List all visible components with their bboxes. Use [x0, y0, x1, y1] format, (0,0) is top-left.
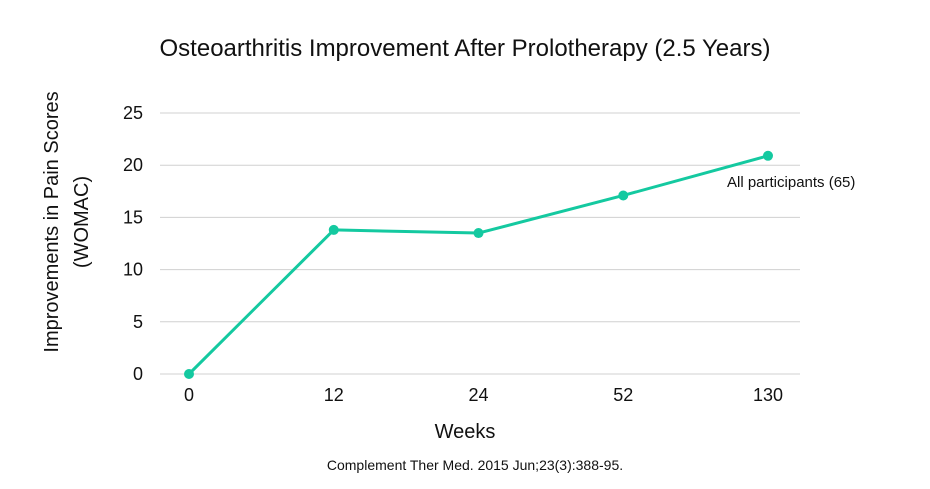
y-tick-label: 0: [133, 364, 143, 384]
series-layer: All participants (65): [184, 150, 855, 379]
chart-title: Osteoarthritis Improvement After Proloth…: [160, 35, 771, 62]
data-point: [473, 228, 484, 239]
y-axis-ticks: 0 5 10 15 20 25: [123, 103, 143, 384]
series-line: [187, 154, 770, 376]
x-tick-label: 130: [753, 385, 783, 405]
x-axis-ticks: 0 12 24 52 130: [184, 385, 783, 405]
y-tick-label: 20: [123, 155, 143, 175]
y-tick-label: 5: [133, 312, 143, 332]
data-point: [618, 190, 629, 201]
y-axis-title-line-1: Improvements in Pain Scores: [41, 91, 63, 352]
data-point: [763, 150, 773, 161]
y-axis-title-line-2: (WOMAC): [71, 176, 93, 268]
gridlines: [160, 112, 800, 375]
data-point: [328, 224, 339, 235]
y-tick-label: 25: [123, 103, 143, 123]
y-axis-title: Improvements in Pain Scores (WOMAC): [41, 91, 93, 352]
series-label: All participants (65): [727, 174, 855, 191]
y-tick-label: 10: [123, 260, 143, 280]
source-citation: Complement Ther Med. 2015 Jun;23(3):388-…: [327, 457, 623, 473]
x-tick-label: 0: [184, 385, 194, 405]
x-tick-label: 52: [613, 385, 633, 405]
y-tick-label: 15: [123, 207, 143, 227]
data-point: [184, 369, 194, 379]
x-tick-label: 24: [468, 385, 488, 405]
x-tick-label: 12: [324, 385, 344, 405]
x-axis-title: Weeks: [435, 421, 496, 443]
